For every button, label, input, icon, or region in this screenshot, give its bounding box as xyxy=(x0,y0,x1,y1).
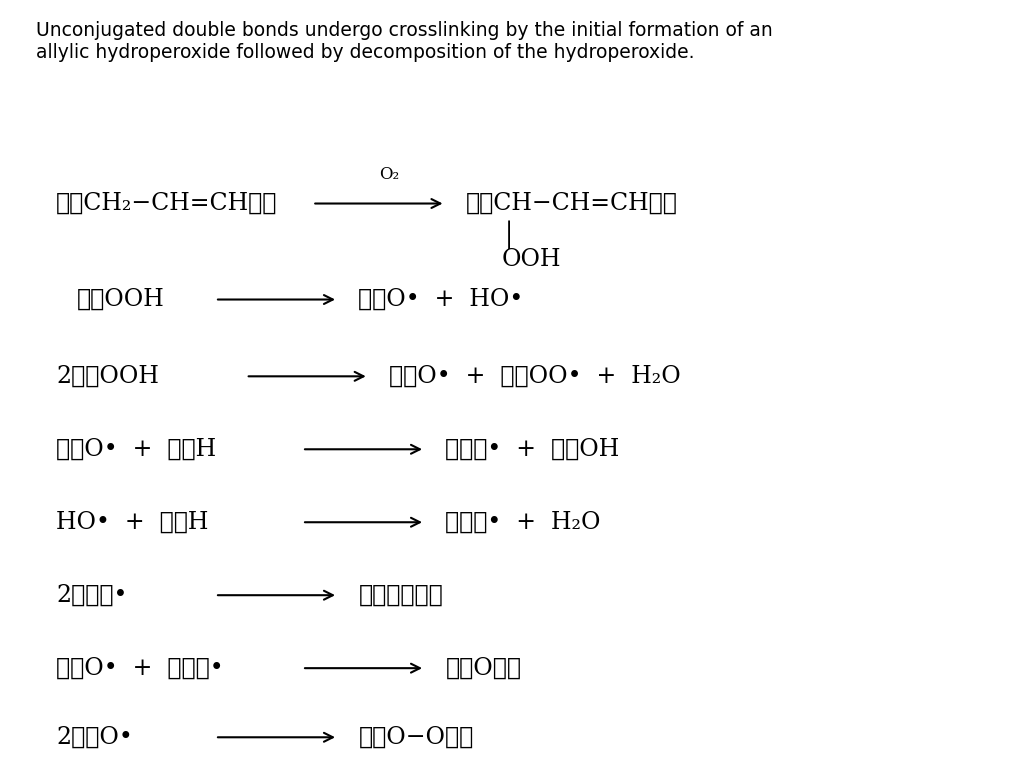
Text: ∿∿O•  +  ∿∿∿•: ∿∿O• + ∿∿∿• xyxy=(56,657,224,680)
Text: 2∿∿OOH: 2∿∿OOH xyxy=(56,365,159,388)
Text: ∿∿CH₂−CH=CH∿∿: ∿∿CH₂−CH=CH∿∿ xyxy=(56,192,278,215)
Text: ∿∿∿∿∿∿: ∿∿∿∿∿∿ xyxy=(358,584,443,607)
Text: ∿∿∿•  +  ∿∿OH: ∿∿∿• + ∿∿OH xyxy=(445,438,620,461)
Text: ∿∿O•  +  HO•: ∿∿O• + HO• xyxy=(358,288,523,311)
Text: ∿∿∿•  +  H₂O: ∿∿∿• + H₂O xyxy=(445,511,601,534)
Text: ∿∿O−O∿∿: ∿∿O−O∿∿ xyxy=(358,726,474,749)
Text: 2∿∿O•: 2∿∿O• xyxy=(56,726,133,749)
Text: ∿∿O•  +  ∿∿H: ∿∿O• + ∿∿H xyxy=(56,438,216,461)
Text: 2∿∿∿•: 2∿∿∿• xyxy=(56,584,128,607)
Text: ∿∿OOH: ∿∿OOH xyxy=(77,288,165,311)
Text: O₂: O₂ xyxy=(379,166,399,183)
Text: allylic hydroperoxide followed by decomposition of the hydroperoxide.: allylic hydroperoxide followed by decomp… xyxy=(36,43,694,61)
Text: Unconjugated double bonds undergo crosslinking by the initial formation of an: Unconjugated double bonds undergo crossl… xyxy=(36,22,772,40)
Text: ∿∿CH−CH=CH∿∿: ∿∿CH−CH=CH∿∿ xyxy=(466,192,678,215)
Text: ∿∿O•  +  ∿∿OO•  +  H₂O: ∿∿O• + ∿∿OO• + H₂O xyxy=(389,365,681,388)
Text: │: │ xyxy=(502,220,516,249)
Text: ∿∿O∿∿: ∿∿O∿∿ xyxy=(445,657,521,680)
Text: HO•  +  ∿∿H: HO• + ∿∿H xyxy=(56,511,209,534)
Text: OOH: OOH xyxy=(502,248,561,271)
